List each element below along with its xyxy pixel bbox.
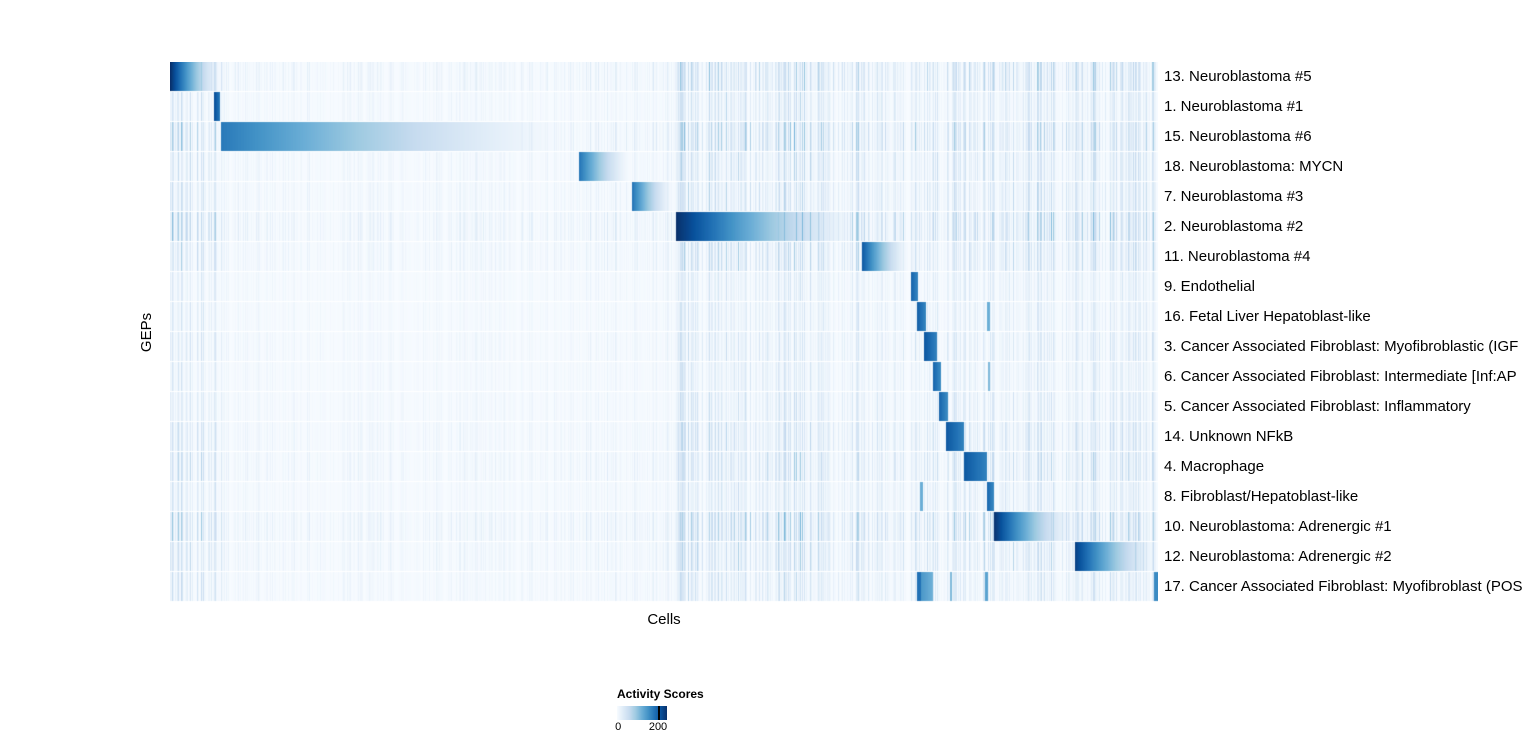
legend-gradient-bar (617, 706, 667, 720)
row-label: 6. Cancer Associated Fibroblast: Interme… (1164, 368, 1517, 385)
row-label: 9. Endothelial (1164, 278, 1255, 295)
row-labels: 13. Neuroblastoma #5 1. Neuroblastoma #1 1… (1164, 62, 1540, 602)
row-label: 4. Macrophage (1164, 458, 1265, 475)
legend-title: Activity Scores (617, 687, 704, 701)
x-axis-label: Cells (647, 611, 681, 628)
row-label: 16. Fetal Liver Hepatoblast-like (1164, 308, 1371, 325)
row-label: 1. Neuroblastoma #1 (1164, 98, 1304, 115)
y-axis-label-text: GEPs (138, 312, 156, 352)
row-label: 18. Neuroblastoma: MYCN (1164, 158, 1344, 175)
row-label: 15. Neuroblastoma #6 (1164, 128, 1312, 145)
heatmap-canvas (170, 62, 1158, 602)
row-label: 10. Neuroblastoma: Adrenergic #1 (1164, 518, 1392, 535)
row-label: 3. Cancer Associated Fibroblast: Myofibr… (1164, 338, 1519, 355)
legend-min-label: 0 (615, 721, 622, 733)
row-label: 12. Neuroblastoma: Adrenergic #2 (1164, 548, 1392, 565)
row-label: 8. Fibroblast/Hepatoblast-like (1164, 488, 1359, 505)
y-axis-label: GEPs (136, 62, 158, 602)
row-label: 7. Neuroblastoma #3 (1164, 188, 1304, 205)
legend-tick (658, 706, 660, 720)
activity-scores-legend: Activity Scores 0 200 (615, 687, 757, 734)
row-label: 13. Neuroblastoma #5 (1164, 68, 1312, 85)
legend-max-label: 200 (648, 721, 668, 733)
legend-scale: 0 200 (615, 720, 668, 734)
row-label: 2. Neuroblastoma #2 (1164, 218, 1304, 235)
row-label: 5. Cancer Associated Fibroblast: Inflamm… (1164, 398, 1471, 415)
row-label: 17. Cancer Associated Fibroblast: Myofib… (1164, 578, 1523, 595)
row-label: 14. Unknown NFkB (1164, 428, 1294, 445)
row-label: 11. Neuroblastoma #4 (1164, 248, 1311, 265)
